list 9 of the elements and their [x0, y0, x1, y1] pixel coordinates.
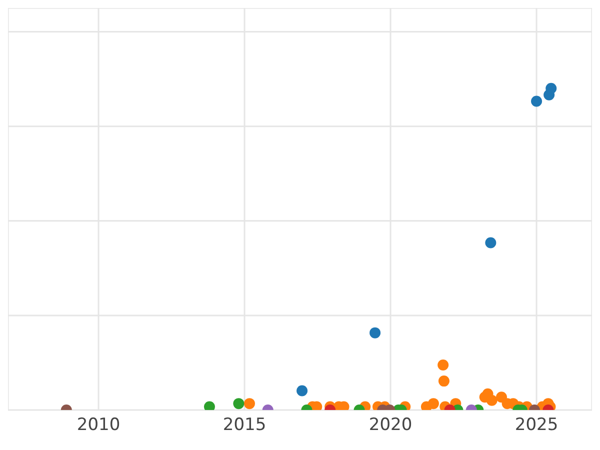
x-tick-label: 2025	[514, 415, 558, 436]
x-tick-label: 2020	[368, 415, 412, 436]
x-tick-label: 2010	[76, 415, 120, 436]
point	[370, 327, 381, 338]
point	[531, 96, 542, 107]
point	[485, 237, 496, 248]
point	[438, 359, 449, 370]
point	[546, 82, 557, 94]
x-tick-label: 2015	[222, 415, 266, 436]
